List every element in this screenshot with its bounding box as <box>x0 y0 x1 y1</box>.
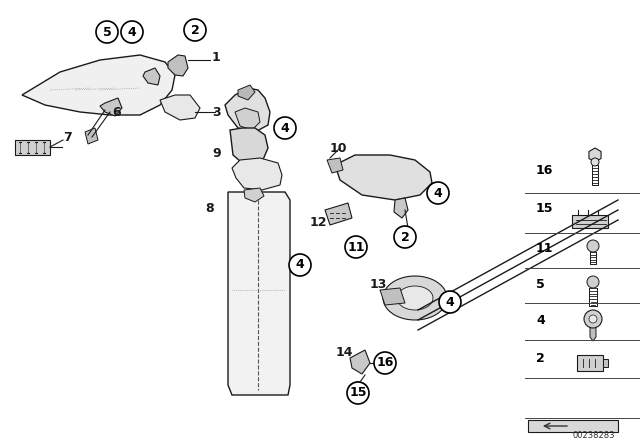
Text: 1: 1 <box>212 51 221 64</box>
Polygon shape <box>577 355 603 371</box>
Polygon shape <box>397 286 433 310</box>
Text: 4: 4 <box>445 296 454 309</box>
Polygon shape <box>143 68 160 85</box>
Circle shape <box>591 158 599 166</box>
Circle shape <box>427 182 449 204</box>
Circle shape <box>96 21 118 43</box>
Text: 11: 11 <box>348 241 365 254</box>
Polygon shape <box>232 158 282 190</box>
Polygon shape <box>325 203 352 225</box>
Polygon shape <box>100 98 122 116</box>
Text: 4: 4 <box>296 258 305 271</box>
Polygon shape <box>160 95 200 120</box>
Text: 15: 15 <box>536 202 554 215</box>
Text: 7: 7 <box>63 130 72 143</box>
Text: 11: 11 <box>536 241 554 254</box>
Polygon shape <box>230 128 268 168</box>
Text: 5: 5 <box>536 279 545 292</box>
Text: 3: 3 <box>212 105 221 119</box>
Text: 13: 13 <box>370 279 387 292</box>
Polygon shape <box>572 215 608 228</box>
Text: 12: 12 <box>310 215 328 228</box>
Circle shape <box>184 19 206 41</box>
Polygon shape <box>85 128 98 144</box>
Circle shape <box>289 254 311 276</box>
Polygon shape <box>22 55 175 115</box>
Polygon shape <box>15 140 50 155</box>
Text: 8: 8 <box>205 202 214 215</box>
Circle shape <box>394 226 416 248</box>
Polygon shape <box>327 158 343 173</box>
Text: 2: 2 <box>536 352 545 365</box>
Text: 4: 4 <box>280 121 289 134</box>
Text: 5: 5 <box>102 26 111 39</box>
Text: 9: 9 <box>212 146 221 159</box>
Circle shape <box>347 382 369 404</box>
Polygon shape <box>228 192 290 395</box>
Circle shape <box>587 276 599 288</box>
Polygon shape <box>335 155 432 200</box>
Polygon shape <box>528 420 618 432</box>
Text: 16: 16 <box>376 357 394 370</box>
Text: 16: 16 <box>536 164 554 177</box>
Text: 2: 2 <box>401 231 410 244</box>
Text: 10: 10 <box>330 142 348 155</box>
Circle shape <box>587 240 599 252</box>
Circle shape <box>345 236 367 258</box>
Polygon shape <box>380 288 405 305</box>
Polygon shape <box>589 148 601 162</box>
Text: 00238283: 00238283 <box>573 431 615 440</box>
Polygon shape <box>244 188 264 202</box>
Text: 14: 14 <box>336 346 353 359</box>
Polygon shape <box>348 382 368 398</box>
Bar <box>603 359 608 367</box>
Circle shape <box>589 315 597 323</box>
Circle shape <box>584 310 602 328</box>
Polygon shape <box>225 88 270 132</box>
Text: 2: 2 <box>191 23 200 36</box>
Polygon shape <box>350 350 370 374</box>
Text: 6: 6 <box>112 105 120 119</box>
Text: 4: 4 <box>536 314 545 327</box>
Circle shape <box>121 21 143 43</box>
Text: 4: 4 <box>127 26 136 39</box>
Polygon shape <box>394 198 408 218</box>
Polygon shape <box>235 108 260 130</box>
Circle shape <box>274 117 296 139</box>
Polygon shape <box>590 325 596 341</box>
Polygon shape <box>383 276 447 320</box>
Polygon shape <box>238 85 255 100</box>
Circle shape <box>439 291 461 313</box>
Circle shape <box>374 352 396 374</box>
Polygon shape <box>168 55 188 76</box>
Text: 15: 15 <box>349 387 367 400</box>
Text: 4: 4 <box>434 186 442 199</box>
